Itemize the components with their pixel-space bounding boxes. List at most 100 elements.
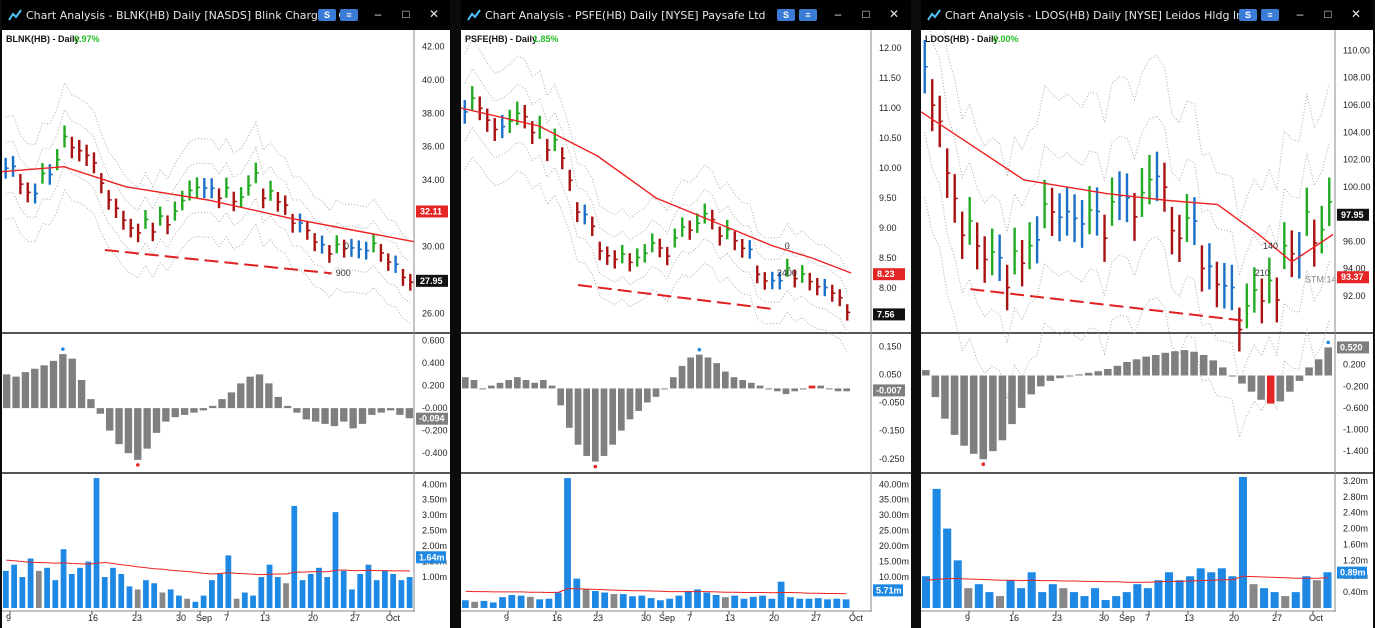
maximize-icon[interactable]: □ bbox=[402, 7, 410, 21]
menu-button[interactable]: ≡ bbox=[340, 9, 358, 21]
oscillator-bar bbox=[748, 382, 755, 389]
volume-bar bbox=[357, 573, 364, 608]
volume-bar bbox=[582, 589, 590, 608]
volume-bar bbox=[1143, 588, 1152, 608]
oscillator-bar bbox=[49, 360, 58, 409]
title-bar[interactable]: Chart Analysis - PSFE(HB) Daily [NYSE] P… bbox=[461, 0, 911, 30]
price-badge-text: 32.11 bbox=[420, 207, 442, 217]
oscillator-bar bbox=[1104, 369, 1112, 376]
volume-bar bbox=[27, 558, 34, 608]
envelope-band bbox=[924, 197, 1330, 439]
volume-bar bbox=[44, 567, 50, 608]
oscillator-bar bbox=[548, 385, 556, 389]
volume-badge bbox=[416, 551, 446, 564]
oscillator-bar bbox=[609, 388, 616, 445]
oscillator-bar bbox=[1190, 351, 1198, 376]
volume-bar bbox=[629, 596, 636, 608]
volume-bar bbox=[68, 573, 75, 608]
oscillator-bar bbox=[479, 388, 486, 390]
maximize-icon[interactable]: □ bbox=[1324, 7, 1332, 21]
chart-window-ldos[interactable]: Chart Analysis - LDOS(HB) Daily [NYSE] L… bbox=[921, 0, 1373, 628]
price-tick-label: 106.00 bbox=[1343, 100, 1371, 110]
x-tick-label: Sep bbox=[1119, 613, 1135, 623]
volume-bar bbox=[1112, 596, 1121, 608]
oscillator-bar bbox=[190, 408, 198, 413]
volume-bar bbox=[217, 573, 223, 608]
price-tick-label: 36.00 bbox=[422, 142, 445, 152]
oscillator-bar bbox=[522, 380, 530, 389]
title-bar[interactable]: Chart Analysis - LDOS(HB) Daily [NYSE] L… bbox=[921, 0, 1373, 30]
oscillator-trough-dot bbox=[593, 464, 598, 469]
oscillator-bar bbox=[255, 374, 264, 409]
price-tick-label: 42.00 bbox=[422, 42, 445, 52]
chart-analysis-icon bbox=[927, 9, 941, 21]
volume-bar bbox=[93, 478, 100, 608]
minimize-icon[interactable]: – bbox=[834, 7, 842, 21]
volume-bar bbox=[1133, 584, 1142, 608]
close-icon[interactable]: ✕ bbox=[1350, 7, 1362, 21]
price-badge bbox=[873, 268, 905, 281]
menu-button[interactable]: ≡ bbox=[799, 9, 817, 21]
oscillator-bar bbox=[96, 408, 104, 414]
minimize-icon[interactable]: – bbox=[374, 7, 382, 21]
volume-bar bbox=[943, 528, 952, 608]
x-tick-label: 30 bbox=[641, 613, 651, 623]
volume-bar bbox=[1069, 592, 1078, 608]
title-bar[interactable]: Chart Analysis - BLNK(HB) Daily [NASDS] … bbox=[2, 0, 450, 30]
oscillator-bar bbox=[274, 396, 282, 409]
volume-bar bbox=[398, 580, 405, 608]
chart-area[interactable]: 12.00 11.50 11.00 10.50 10.00 9.50 9.00 8.50 8.0… bbox=[461, 30, 911, 628]
price-badge bbox=[416, 205, 448, 218]
oscillator-bar bbox=[1027, 375, 1035, 395]
oscillator-bar bbox=[199, 408, 207, 411]
close-icon[interactable]: ✕ bbox=[888, 7, 900, 21]
volume-bar bbox=[118, 573, 125, 608]
oscillator-tick-label: 0.600 bbox=[422, 336, 445, 346]
volume-bar bbox=[462, 600, 469, 608]
oscillator-bar bbox=[1276, 375, 1285, 402]
s-button[interactable]: S bbox=[777, 9, 795, 21]
envelope-band bbox=[464, 38, 848, 273]
volume-bar bbox=[796, 598, 804, 608]
chart-background bbox=[921, 30, 1373, 628]
chart-window-blnk[interactable]: Chart Analysis - BLNK(HB) Daily [NASDS] … bbox=[2, 0, 450, 628]
x-tick-label: 20 bbox=[769, 613, 779, 623]
volume-bar bbox=[527, 596, 534, 608]
volume-bar bbox=[332, 512, 339, 608]
maximize-icon[interactable]: □ bbox=[862, 7, 870, 21]
oscillator-bar bbox=[922, 370, 930, 376]
x-tick-label: 7 bbox=[1145, 613, 1150, 623]
x-tick-label: 30 bbox=[176, 613, 186, 623]
price-badge bbox=[416, 274, 448, 287]
volume-bar bbox=[1238, 476, 1247, 608]
minimize-icon[interactable]: – bbox=[1296, 7, 1304, 21]
oscillator-bar bbox=[514, 377, 521, 389]
s-button[interactable]: S bbox=[318, 9, 336, 21]
oscillator-bar bbox=[989, 375, 997, 452]
x-tick-label: 13 bbox=[1184, 613, 1194, 623]
volume-tick-label: 2.80m bbox=[1343, 492, 1368, 502]
oscillator-badge-text: -0.007 bbox=[876, 385, 902, 395]
chart-area[interactable]: 110.00108.00106.00104.00102.00100.0098.0… bbox=[921, 30, 1373, 628]
symbol-label: BLNK(HB) - Daily bbox=[6, 34, 80, 44]
oscillator-bar bbox=[950, 375, 959, 435]
s-button[interactable]: S bbox=[1239, 9, 1257, 21]
close-icon[interactable]: ✕ bbox=[428, 7, 440, 21]
oscillator-bar bbox=[1008, 375, 1016, 425]
oscillator-bar bbox=[246, 376, 254, 409]
volume-bar bbox=[601, 592, 609, 608]
oscillator-bar bbox=[283, 405, 292, 409]
volume-bar bbox=[324, 577, 331, 608]
x-tick-label: 16 bbox=[1009, 613, 1019, 623]
signal-annotation: 0 bbox=[785, 241, 790, 251]
volume-bar bbox=[749, 596, 757, 608]
volume-tick-label: 35.00m bbox=[879, 495, 909, 505]
chart-area[interactable]: 42.0040.0038.0036.0034.0032.0030.0028.00… bbox=[2, 30, 450, 628]
chart-window-psfe[interactable]: Chart Analysis - PSFE(HB) Daily [NYSE] P… bbox=[461, 0, 911, 628]
oscillator-bar bbox=[68, 358, 76, 409]
symbol-label: PSFE(HB) - Daily bbox=[465, 34, 537, 44]
menu-button[interactable]: ≡ bbox=[1261, 9, 1279, 21]
oscillator-bar bbox=[12, 376, 20, 409]
volume-tick-label: 15.00m bbox=[879, 557, 909, 567]
x-tick-label: 9 bbox=[504, 613, 509, 623]
